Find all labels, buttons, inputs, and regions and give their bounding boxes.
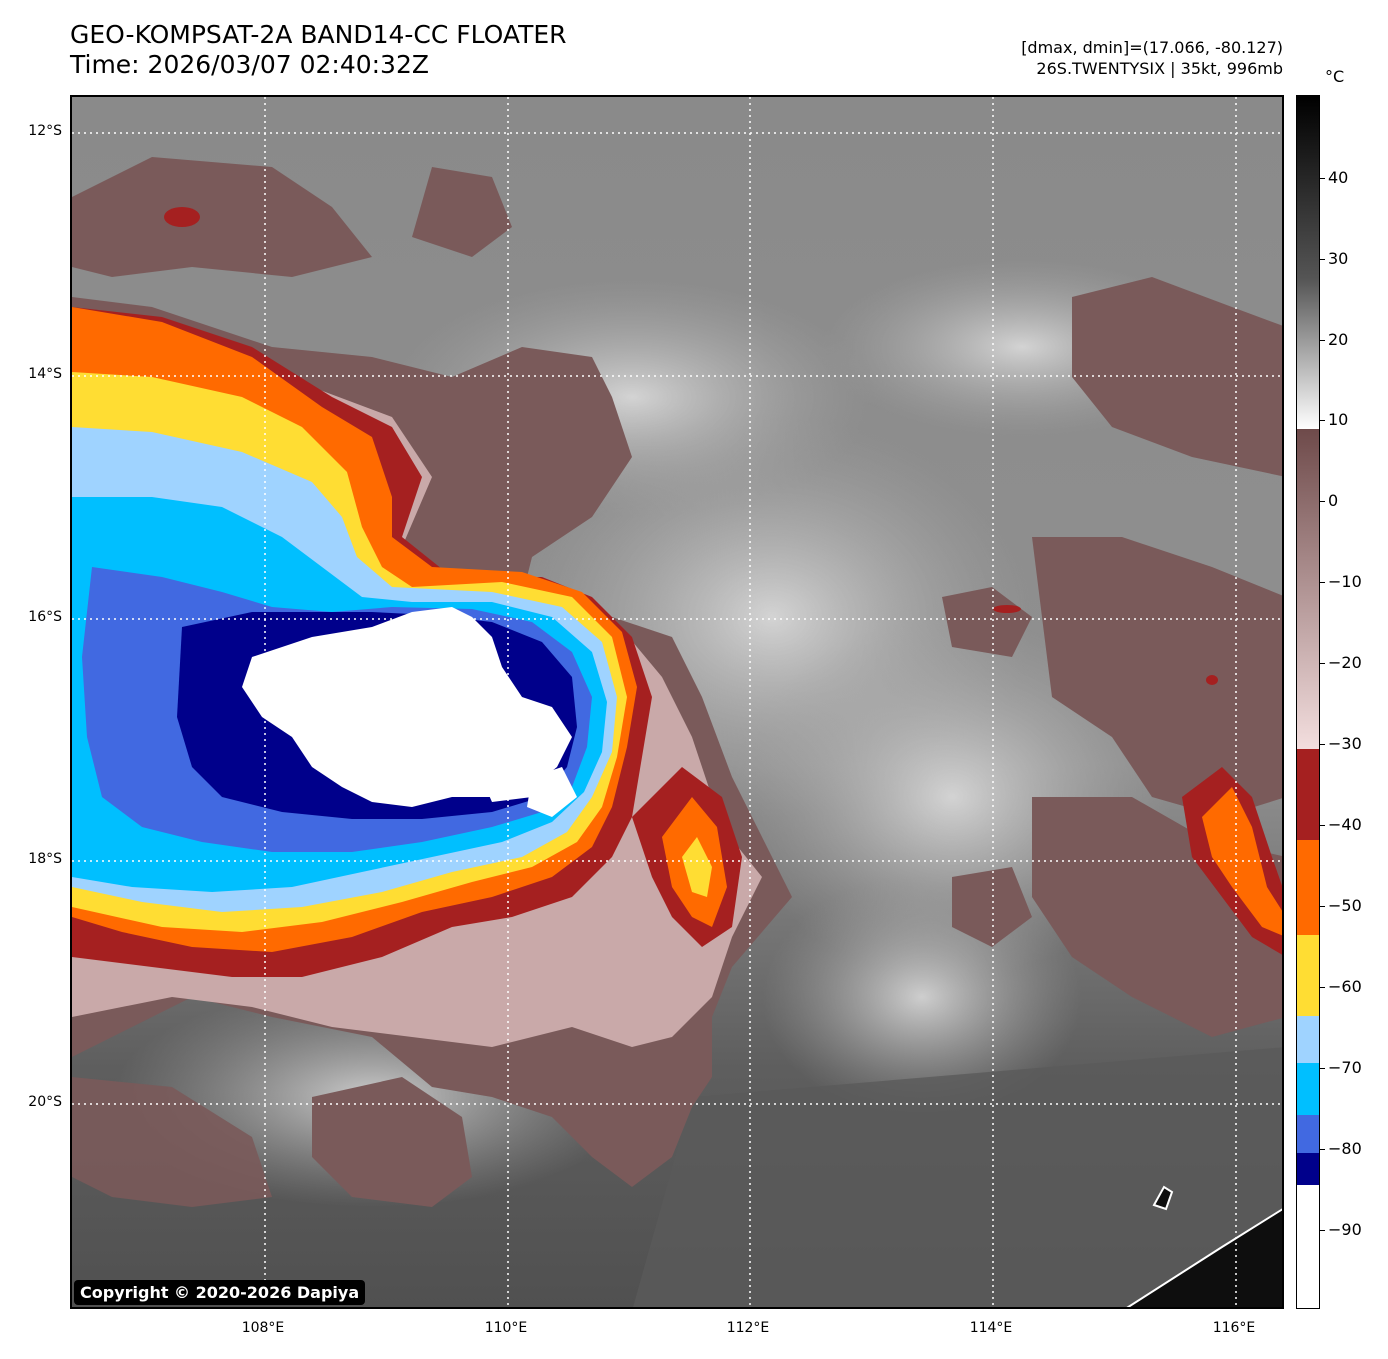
brown-patch-1: [72, 157, 372, 277]
lon-label-112e: 112°E: [726, 1320, 770, 1336]
cb-label-m20: −20: [1328, 653, 1362, 672]
cb-label-m60: −60: [1328, 977, 1362, 996]
satellite-map: Copyright © 2020-2026 Dapiya: [70, 95, 1284, 1309]
cb-label-10: 10: [1328, 410, 1349, 429]
title-line-1: GEO-KOMPSAT-2A BAND14-CC FLOATER: [70, 20, 567, 49]
cb-label-m30: −30: [1328, 734, 1362, 753]
cb-tick-m60: [1320, 987, 1325, 988]
brown-patch-9: [72, 1077, 272, 1207]
cb-label-m80: −80: [1328, 1139, 1362, 1158]
cb-label-m50: −50: [1328, 896, 1362, 915]
island: [1152, 1185, 1174, 1211]
colorbar-dark-red-segment: [1297, 749, 1319, 840]
colorbar-deep-sky-segment: [1297, 1063, 1319, 1115]
lon-label-110e: 110°E: [484, 1320, 528, 1336]
red-spot-3: [993, 605, 1021, 613]
satellite-imagery: [72, 97, 1282, 1307]
clear-sky-region: [633, 1047, 1282, 1307]
graticule: [72, 97, 1282, 1307]
colorbar-grey-segment: [1297, 96, 1319, 429]
colorbar: [1296, 95, 1320, 1309]
red-spot-1: [164, 207, 200, 227]
cb-tick-m10: [1320, 582, 1325, 583]
cb-tick-20: [1320, 340, 1325, 341]
brown-patch-6: [312, 1077, 472, 1207]
colorbar-royal-blue-segment: [1297, 1115, 1319, 1153]
title-line-2: Time: 2026/03/07 02:40:32Z: [70, 50, 429, 79]
cb-tick-m70: [1320, 1068, 1325, 1069]
cb-label-0: 0: [1328, 491, 1339, 510]
copyright-label: Copyright © 2020-2026 Dapiya: [74, 1280, 366, 1305]
brown-patch-4: [1032, 537, 1282, 817]
cb-label-m70: −70: [1328, 1058, 1362, 1077]
brown-patch-2: [412, 167, 512, 257]
lon-label-114e: 114°E: [969, 1320, 1013, 1336]
cb-label-m10: −10: [1328, 572, 1362, 591]
lat-label-14s: 14°S: [28, 366, 62, 382]
colorbar-gold-segment: [1297, 935, 1319, 1016]
colorbar-brown-segment: [1297, 429, 1319, 749]
cb-tick-m20: [1320, 663, 1325, 664]
cb-label-m40: −40: [1328, 815, 1362, 834]
white-spot-1: [472, 747, 542, 802]
colorbar-unit: °C: [1325, 67, 1345, 86]
colorbar-navy-segment: [1297, 1153, 1319, 1185]
lat-label-16s: 16°S: [28, 609, 62, 625]
cb-tick-30: [1320, 259, 1325, 260]
cb-tick-40: [1320, 178, 1325, 179]
cb-tick-m30: [1320, 744, 1325, 745]
red-spot-2: [1206, 675, 1218, 685]
lon-label-116e: 116°E: [1212, 1320, 1256, 1336]
brown-patch-7: [952, 867, 1032, 947]
chart-title: GEO-KOMPSAT-2A BAND14-CC FLOATER Time: 2…: [70, 20, 567, 80]
cb-label-40: 40: [1328, 168, 1349, 187]
lat-label-20s: 20°S: [28, 1094, 62, 1110]
colorbar-white-segment: [1297, 1185, 1319, 1308]
colorbar-ramp: [1297, 96, 1319, 1308]
coastline: [1126, 1208, 1282, 1307]
cb-label-m90: −90: [1328, 1220, 1362, 1239]
colorbar-light-sky-segment: [1297, 1016, 1319, 1063]
cb-tick-m80: [1320, 1149, 1325, 1150]
brown-patch-8: [942, 587, 1032, 657]
lat-label-12s: 12°S: [28, 123, 62, 139]
storm-info: [dmax, dmin]=(17.066, -80.127) 26S.TWENT…: [1021, 37, 1283, 79]
info-line-1: [dmax, dmin]=(17.066, -80.127): [1021, 38, 1283, 57]
cb-tick-0: [1320, 501, 1325, 502]
east-cell-gold: [682, 837, 712, 897]
white-spot-2: [527, 767, 577, 817]
cb-label-30: 30: [1328, 249, 1349, 268]
info-line-2: 26S.TWENTYSIX | 35kt, 996mb: [1036, 59, 1283, 78]
lat-label-18s: 18°S: [28, 851, 62, 867]
colorbar-orange-segment: [1297, 840, 1319, 935]
cb-tick-m40: [1320, 825, 1325, 826]
lon-label-108e: 108°E: [241, 1320, 285, 1336]
cb-tick-m50: [1320, 906, 1325, 907]
cb-tick-10: [1320, 420, 1325, 421]
cb-label-20: 20: [1328, 330, 1349, 349]
cb-tick-m90: [1320, 1230, 1325, 1231]
